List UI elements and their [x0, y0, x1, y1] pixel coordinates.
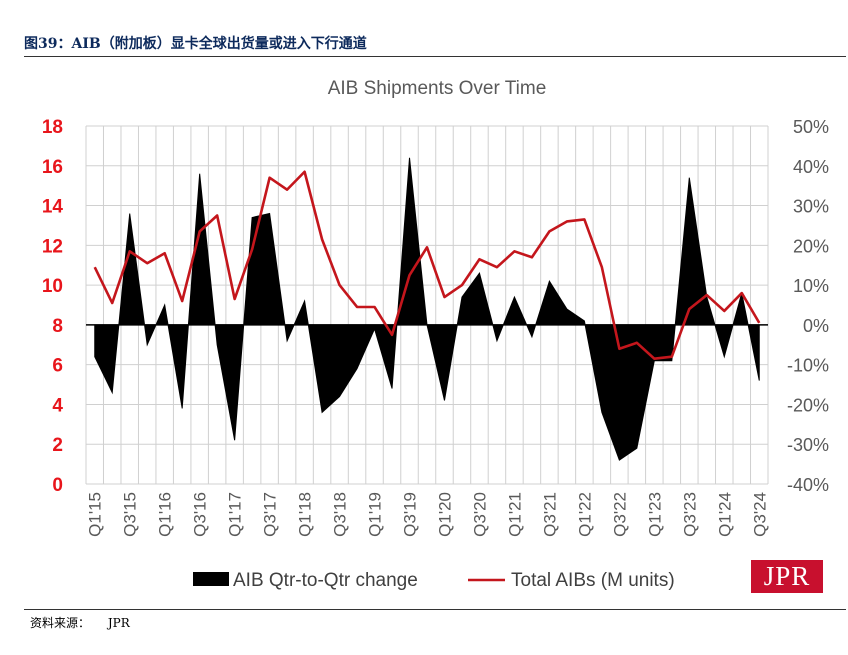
- x-axis-tick-label: Q1'23: [645, 492, 664, 537]
- source-value: JPR: [107, 616, 130, 630]
- right-axis-tick-label: 30%: [793, 197, 829, 217]
- x-axis-tick-label: Q3'20: [470, 492, 489, 537]
- x-axis-tick-label: Q3'23: [680, 492, 699, 537]
- x-axis-tick-label: Q1'16: [156, 492, 175, 537]
- qoq-change-area: [86, 157, 768, 461]
- figure-title: 图39：AIB（附加板）显卡全球出货量或进入下行通道: [24, 36, 367, 52]
- right-axis-tick-label: -40%: [787, 475, 829, 495]
- left-axis-tick-label: 2: [52, 435, 63, 456]
- right-axis-tick-label: -20%: [787, 395, 829, 415]
- left-axis-tick-label: 18: [42, 117, 63, 138]
- qoq-change-area-path: [94, 157, 760, 461]
- left-axis-tick-label: 8: [52, 316, 63, 337]
- left-axis-tick-label: 6: [52, 356, 63, 377]
- x-axis-tick-label: Q1'21: [505, 492, 524, 537]
- legend: AIB Qtr-to-Qtr change Total AIBs (M units…: [193, 570, 675, 591]
- x-axis-tick-label: Q3'17: [261, 492, 280, 537]
- left-axis-ticks: 0 2 4 6 8 10 12 14 16 18: [42, 117, 64, 496]
- legend-swatch-qoq-change: [193, 572, 229, 586]
- x-axis-tick-label: Q3'16: [191, 492, 210, 537]
- left-axis-tick-label: 14: [42, 197, 64, 218]
- x-axis-ticks: Q1'15 Q3'15 Q1'16 Q3'16 Q1'17 Q3'17 Q1'18 Q3'18…: [86, 492, 770, 537]
- legend-label-qoq-change: AIB Qtr-to-Qtr change: [233, 570, 418, 591]
- footer-divider: [24, 609, 846, 610]
- x-axis-tick-label: Q1'15: [86, 492, 105, 537]
- chart-title: AIB Shipments Over Time: [328, 78, 547, 99]
- left-axis-tick-label: 10: [42, 276, 63, 297]
- right-axis-ticks: -40% -30% -20% -10% 0% 10% 20% 30% 40% 50%: [787, 117, 829, 495]
- left-axis-tick-label: 0: [52, 475, 63, 496]
- right-axis-tick-label: 40%: [793, 157, 829, 177]
- right-axis-tick-label: -30%: [787, 435, 829, 455]
- x-axis-tick-label: Q3'24: [750, 492, 769, 537]
- legend-label-total-aibs: Total AIBs (M units): [511, 570, 675, 591]
- right-axis-tick-label: 50%: [793, 117, 829, 137]
- x-axis-tick-label: Q1'22: [575, 492, 594, 537]
- x-axis-tick-label: Q1'19: [366, 492, 385, 537]
- left-axis-tick-label: 16: [42, 157, 63, 178]
- right-axis-tick-label: 0%: [803, 316, 829, 336]
- source-label: 资料来源：: [30, 616, 91, 630]
- left-axis-tick-label: 12: [42, 236, 63, 257]
- x-axis-tick-label: Q3'18: [331, 492, 350, 537]
- title-divider: [24, 56, 846, 57]
- x-axis-tick-label: Q3'21: [540, 492, 559, 537]
- total-aibs-polyline: [93, 170, 761, 361]
- x-axis-tick-label: Q1'17: [226, 492, 245, 537]
- right-axis-tick-label: 10%: [793, 276, 829, 296]
- total-aibs-line: [93, 170, 761, 361]
- grid-lines: [85, 125, 769, 485]
- right-axis-tick-label: -10%: [787, 356, 829, 376]
- shipments-chart: AIB Shipments Over Time 024681012141618 …: [42, 78, 829, 591]
- x-axis-tick-label: Q1'24: [715, 492, 734, 537]
- x-axis-tick-label: Q1'20: [435, 492, 454, 537]
- jpr-logo: JPR: [751, 560, 823, 593]
- x-axis-tick-label: Q3'19: [401, 492, 420, 537]
- x-axis-tick-label: Q3'22: [610, 492, 629, 537]
- right-axis-tick-label: 20%: [793, 236, 829, 256]
- source-note: 资料来源： JPR: [30, 614, 130, 631]
- x-axis-tick-label: Q3'15: [121, 492, 140, 537]
- left-axis-tick-label: 4: [52, 395, 63, 416]
- x-axis-tick-label: Q1'18: [296, 492, 315, 537]
